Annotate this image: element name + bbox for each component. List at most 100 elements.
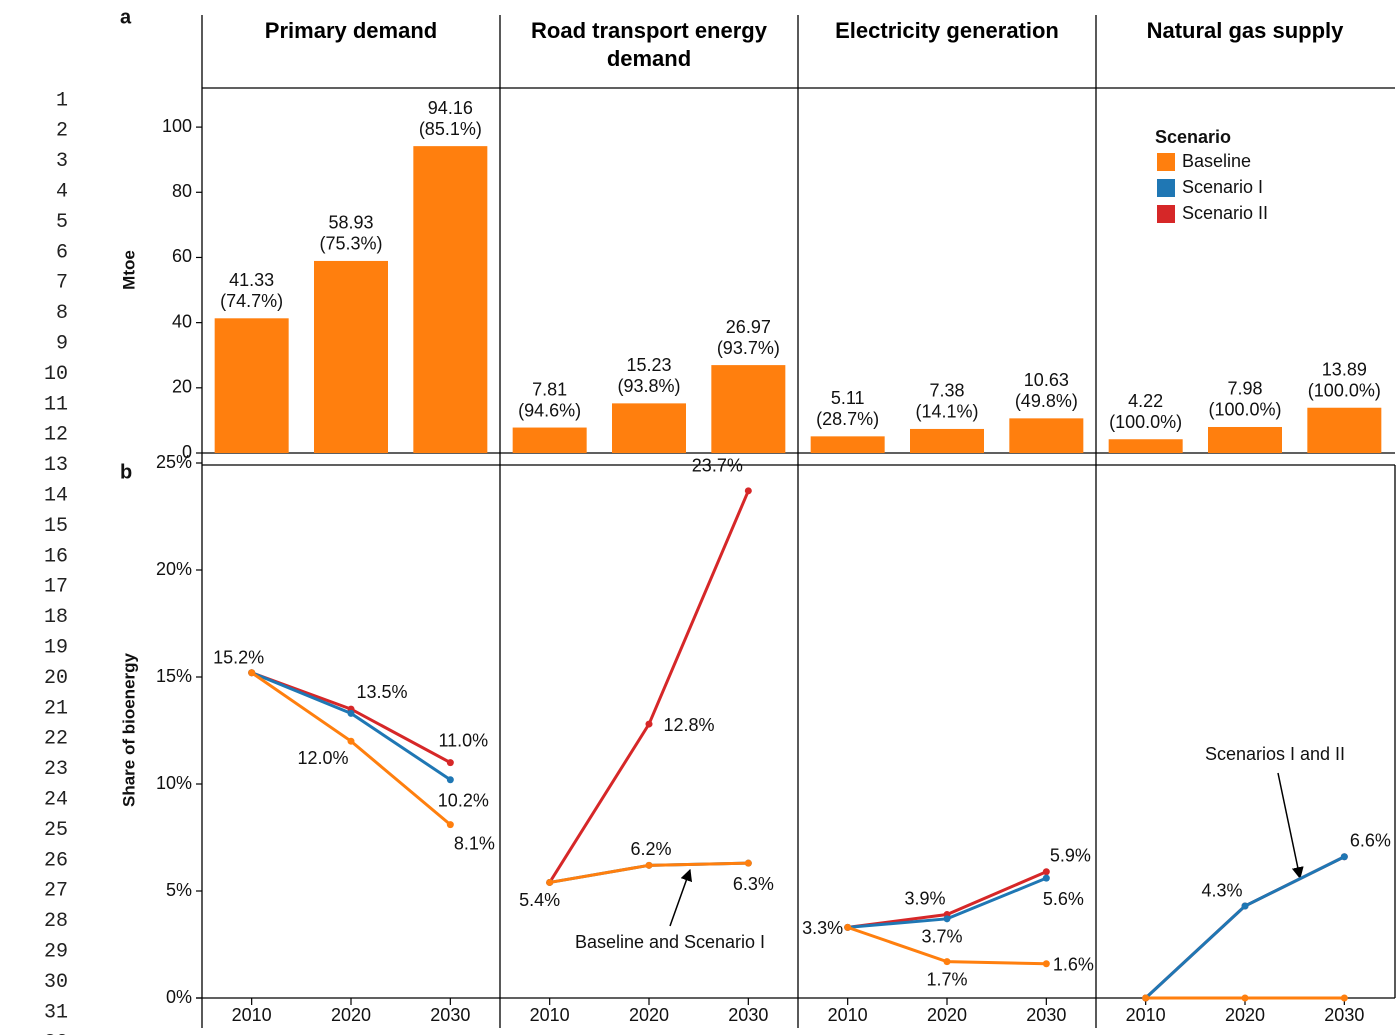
- frame: [196, 15, 1396, 1028]
- facet-title: Primary demand: [264, 18, 438, 43]
- line-number: 11: [44, 393, 68, 416]
- line-number: 28: [44, 910, 68, 933]
- line-number: 7: [56, 272, 68, 295]
- point: [744, 859, 752, 867]
- y-axis-title: Mtoe: [119, 250, 138, 290]
- point-label: 4.3%: [1201, 881, 1242, 901]
- line-number: 5: [56, 211, 68, 234]
- point-label: 5.6%: [1043, 889, 1084, 909]
- line-number: 9: [56, 332, 68, 355]
- x-tick-label: 2020: [629, 1005, 669, 1025]
- line-number: 10: [44, 363, 68, 386]
- point: [1042, 960, 1050, 968]
- y-tick-label: 80: [172, 181, 192, 201]
- point: [347, 709, 355, 717]
- series-line: [251, 671, 452, 781]
- point-label: 13.5%: [356, 682, 407, 702]
- facet-title-box: Natural gas supply: [1147, 18, 1344, 43]
- point: [1042, 874, 1050, 882]
- panel-label: a: [120, 6, 132, 28]
- bar: [1009, 418, 1084, 453]
- line-number: 18: [44, 606, 68, 629]
- x-tick-label: 2010: [828, 1005, 868, 1025]
- bar-share-label: (85.1%): [419, 119, 482, 139]
- legend-label: Scenario II: [1182, 203, 1268, 223]
- point-label: 6.6%: [1350, 831, 1391, 851]
- bar-value-label: 41.33: [229, 270, 274, 290]
- bar: [512, 427, 587, 453]
- point: [347, 737, 355, 745]
- line-number: 21: [44, 697, 68, 720]
- x-tick-label: 2020: [331, 1005, 371, 1025]
- x-tick-label: 2010: [232, 1005, 272, 1025]
- bar-value-label: 5.11: [831, 388, 865, 408]
- bar-value-label: 7.38: [929, 381, 964, 401]
- point-label: 8.1%: [454, 833, 495, 853]
- bar-share-label: (100.0%): [1109, 412, 1182, 432]
- legend-title: Scenario: [1155, 127, 1231, 147]
- y-tick-label: 60: [172, 246, 192, 266]
- point: [1142, 994, 1150, 1002]
- bar: [214, 318, 289, 453]
- y-tick-label: 100: [162, 116, 192, 136]
- bar-value-label: 26.97: [726, 317, 771, 337]
- facet-title-box: Primary demand: [264, 18, 438, 43]
- bar-value-label: 58.93: [328, 213, 373, 233]
- point-label: 1.7%: [926, 969, 967, 989]
- y-tick-label: 40: [172, 311, 192, 331]
- line-number: 19: [44, 636, 68, 659]
- y-tick-label: 0%: [166, 987, 192, 1007]
- line-number: 23: [44, 758, 68, 781]
- bar-share-label: (100.0%): [1308, 380, 1381, 400]
- bar-share-label: (100.0%): [1208, 400, 1281, 420]
- annotation-arrow: [1277, 772, 1304, 880]
- point-label: 10.2%: [438, 790, 489, 810]
- point-label: 3.7%: [921, 927, 962, 947]
- y-axis-title: Share of bioenergy: [119, 652, 138, 807]
- bar: [1108, 439, 1183, 453]
- line-number: 17: [44, 576, 68, 599]
- line-number: 27: [44, 880, 68, 903]
- y-tick-label: 25%: [156, 452, 192, 472]
- x-tick-label: 2010: [530, 1005, 570, 1025]
- line-number: 22: [44, 728, 68, 751]
- legend-swatch: [1157, 179, 1175, 197]
- point: [744, 487, 752, 495]
- y-tick-label: 0: [182, 442, 192, 462]
- point: [248, 669, 256, 677]
- series-line: [1144, 855, 1345, 1000]
- legend-label: Scenario I: [1182, 177, 1263, 197]
- line-number: 2: [56, 120, 68, 143]
- legend-swatch: [1157, 153, 1175, 171]
- line-number: 31: [44, 1001, 68, 1024]
- x-tick-label: 2030: [728, 1005, 768, 1025]
- annotation: Scenarios I and II: [1205, 744, 1345, 764]
- y-tick-label: 20%: [156, 559, 192, 579]
- bar: [711, 365, 786, 453]
- series-line: [1144, 855, 1345, 1000]
- y-tick-label: 15%: [156, 666, 192, 686]
- bar-share-label: (93.8%): [617, 376, 680, 396]
- x-tick-label: 2020: [1225, 1005, 1265, 1025]
- line-number: 24: [44, 788, 68, 811]
- point-label: 23.7%: [692, 456, 743, 476]
- bar-share-label: (94.6%): [518, 400, 581, 420]
- bar-value-label: 7.98: [1227, 379, 1262, 399]
- bar-value-label: 4.22: [1128, 391, 1163, 411]
- line-number: 25: [44, 819, 68, 842]
- facet-title-box: Road transport energy demand: [531, 18, 767, 71]
- point: [943, 915, 951, 923]
- bar: [1307, 407, 1382, 453]
- point-label: 11.0%: [438, 730, 488, 750]
- point-label: 15.2%: [213, 647, 264, 667]
- annotation: Baseline and Scenario I: [575, 932, 765, 952]
- x-tick-label: 2010: [1126, 1005, 1166, 1025]
- line-number: 26: [44, 849, 68, 872]
- line-number: 16: [44, 545, 68, 568]
- x-tick-label: 2030: [430, 1005, 470, 1025]
- bar: [810, 436, 885, 453]
- bar-share-label: (93.7%): [717, 338, 780, 358]
- bar: [314, 260, 388, 453]
- point-label: 3.9%: [904, 888, 945, 908]
- line-number: 12: [44, 424, 68, 447]
